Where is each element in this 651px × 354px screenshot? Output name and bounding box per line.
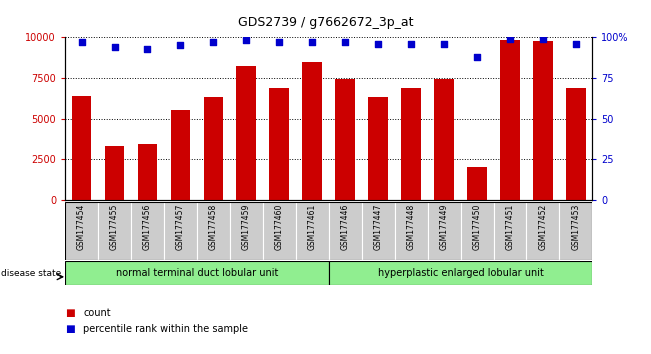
Bar [137,144,158,200]
Point [109,44,120,50]
Text: ■: ■ [65,308,75,318]
Bar [428,202,461,260]
Text: GSM177447: GSM177447 [374,204,383,250]
Text: disease state: disease state [1,269,61,278]
Point [373,41,383,46]
Bar [296,202,329,260]
Bar [335,79,355,200]
Bar [98,202,131,260]
Point [76,39,87,45]
Bar [368,97,388,200]
Bar [566,88,586,200]
Bar [263,202,296,260]
Bar [493,202,527,260]
Point [274,39,284,45]
Text: GSM177446: GSM177446 [340,204,350,250]
Text: GSM177456: GSM177456 [143,204,152,250]
Bar [302,62,322,200]
Text: GSM177457: GSM177457 [176,204,185,250]
Text: count: count [83,308,111,318]
Point [505,36,515,42]
Text: GSM177458: GSM177458 [209,204,218,250]
Bar [461,202,493,260]
Point [439,41,449,46]
Bar [197,202,230,260]
Bar [72,96,91,200]
Text: GSM177448: GSM177448 [407,204,415,250]
Bar [164,202,197,260]
Bar [236,67,256,200]
Bar [65,261,329,285]
Point [143,46,153,51]
Text: GSM177449: GSM177449 [439,204,449,250]
Bar [362,202,395,260]
Text: percentile rank within the sample: percentile rank within the sample [83,324,248,333]
Point [472,54,482,59]
Point [571,41,581,46]
Text: GSM177459: GSM177459 [242,204,251,250]
Bar [329,261,592,285]
Bar [131,202,164,260]
Text: GSM177452: GSM177452 [538,204,547,250]
Text: normal terminal duct lobular unit: normal terminal duct lobular unit [116,268,278,278]
Text: GDS2739 / g7662672_3p_at: GDS2739 / g7662672_3p_at [238,16,413,29]
Bar [329,202,362,260]
Point [307,39,318,45]
Bar [500,40,520,200]
Point [175,42,186,48]
Bar [559,202,592,260]
Bar [105,146,124,200]
Bar [270,88,289,200]
Text: GSM177451: GSM177451 [506,204,514,250]
Bar [533,41,553,200]
Point [208,39,219,45]
Text: GSM177461: GSM177461 [308,204,317,250]
Text: ■: ■ [65,324,75,333]
Bar [65,202,98,260]
Bar [434,79,454,200]
Point [538,36,548,42]
Bar [467,167,487,200]
Bar [204,97,223,200]
Bar [171,110,190,200]
Bar [401,88,421,200]
Point [241,38,251,43]
Bar [230,202,263,260]
Text: hyperplastic enlarged lobular unit: hyperplastic enlarged lobular unit [378,268,544,278]
Text: GSM177460: GSM177460 [275,204,284,250]
Bar [395,202,428,260]
Bar [527,202,559,260]
Text: GSM177450: GSM177450 [473,204,482,250]
Point [406,41,417,46]
Point [340,39,350,45]
Text: GSM177455: GSM177455 [110,204,119,250]
Text: GSM177453: GSM177453 [572,204,581,250]
Text: GSM177454: GSM177454 [77,204,86,250]
